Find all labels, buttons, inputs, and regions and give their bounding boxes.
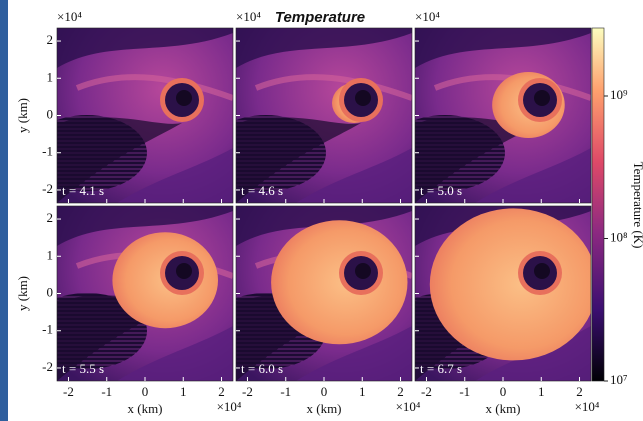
core-inner (355, 263, 371, 279)
panel-label: t = 6.0 s (241, 361, 283, 376)
panel-image (236, 206, 412, 381)
x-tick-label: 2 (397, 384, 404, 399)
y-tick-label: -2 (42, 359, 53, 374)
x-tick-label: 1 (359, 384, 366, 399)
panel-image (57, 206, 233, 381)
y-tick-label: 0 (47, 106, 54, 121)
core-inner (355, 90, 371, 106)
sidebar-strip (0, 0, 8, 421)
panel-label: t = 6.7 s (420, 361, 462, 376)
colorbar-tick-label: 10⁹ (610, 87, 628, 102)
x-tick-label: 2 (218, 384, 225, 399)
x-tick-label: 0 (321, 384, 328, 399)
colorbar-tick-label: 10⁸ (610, 229, 628, 244)
x-tick-label: 1 (180, 384, 187, 399)
core-inner (534, 90, 550, 106)
hot-bubble (271, 220, 408, 345)
figure-title: Temperature (275, 9, 365, 26)
y-tick-label: 2 (47, 32, 54, 47)
panel-image (57, 28, 233, 203)
core-inner (176, 263, 192, 279)
x-tick-label: 2 (576, 384, 583, 399)
dark-tail (236, 117, 361, 203)
flow (117, 326, 233, 381)
flow (415, 28, 591, 68)
panel-image (236, 28, 412, 203)
flow (117, 148, 233, 203)
panel-label: t = 4.6 s (241, 183, 283, 198)
flow (296, 148, 412, 203)
flow (254, 74, 412, 101)
x-tick-label: -2 (63, 384, 74, 399)
exponent-label: ×10⁴ (236, 9, 261, 24)
dark-tail (415, 117, 540, 203)
flow (57, 28, 233, 68)
exponent-label: ×10⁴ (57, 9, 82, 24)
x-tick-label: -1 (280, 384, 291, 399)
colorbar-label: Temperature (K) (631, 162, 643, 249)
exponent-label: ×10⁴ (575, 399, 600, 414)
y-axis-label: y (km) (15, 276, 30, 311)
y-tick-label: 0 (47, 284, 54, 299)
y-axis-label: y (km) (15, 98, 30, 133)
hot-bubble (429, 208, 591, 361)
panel-label: t = 5.5 s (62, 361, 104, 376)
x-tick-label: 0 (500, 384, 507, 399)
x-tick-label: 1 (538, 384, 545, 399)
flow (57, 206, 233, 246)
flow (475, 148, 591, 203)
core-inner (176, 90, 192, 106)
colorbar (591, 27, 605, 382)
y-tick-label: 1 (47, 69, 54, 84)
x-axis-label: x (km) (485, 401, 520, 416)
x-tick-label: -2 (242, 384, 253, 399)
y-tick-label: -1 (42, 144, 53, 159)
panel-label: t = 4.1 s (62, 183, 104, 198)
x-tick-label: -2 (421, 384, 432, 399)
flow (236, 28, 412, 68)
exponent-label: ×10⁴ (396, 399, 421, 414)
flow (296, 326, 412, 381)
x-axis-label: x (km) (306, 401, 341, 416)
exponent-label: ×10⁴ (415, 9, 440, 24)
exponent-label: ×10⁴ (217, 399, 242, 414)
panel-image (415, 206, 591, 381)
panel-label: t = 5.0 s (420, 183, 462, 198)
core-inner (534, 263, 550, 279)
x-tick-label: -1 (459, 384, 470, 399)
y-tick-label: -2 (42, 181, 53, 196)
y-tick-label: 1 (47, 247, 54, 262)
x-tick-label: -1 (101, 384, 112, 399)
panel-image (415, 28, 591, 203)
flow (75, 74, 233, 101)
colorbar-tick-label: 10⁷ (610, 372, 628, 387)
y-tick-label: 2 (47, 210, 54, 225)
x-axis-label: x (km) (127, 401, 162, 416)
y-tick-label: -1 (42, 322, 53, 337)
dark-tail (57, 117, 182, 203)
x-tick-label: 0 (142, 384, 149, 399)
